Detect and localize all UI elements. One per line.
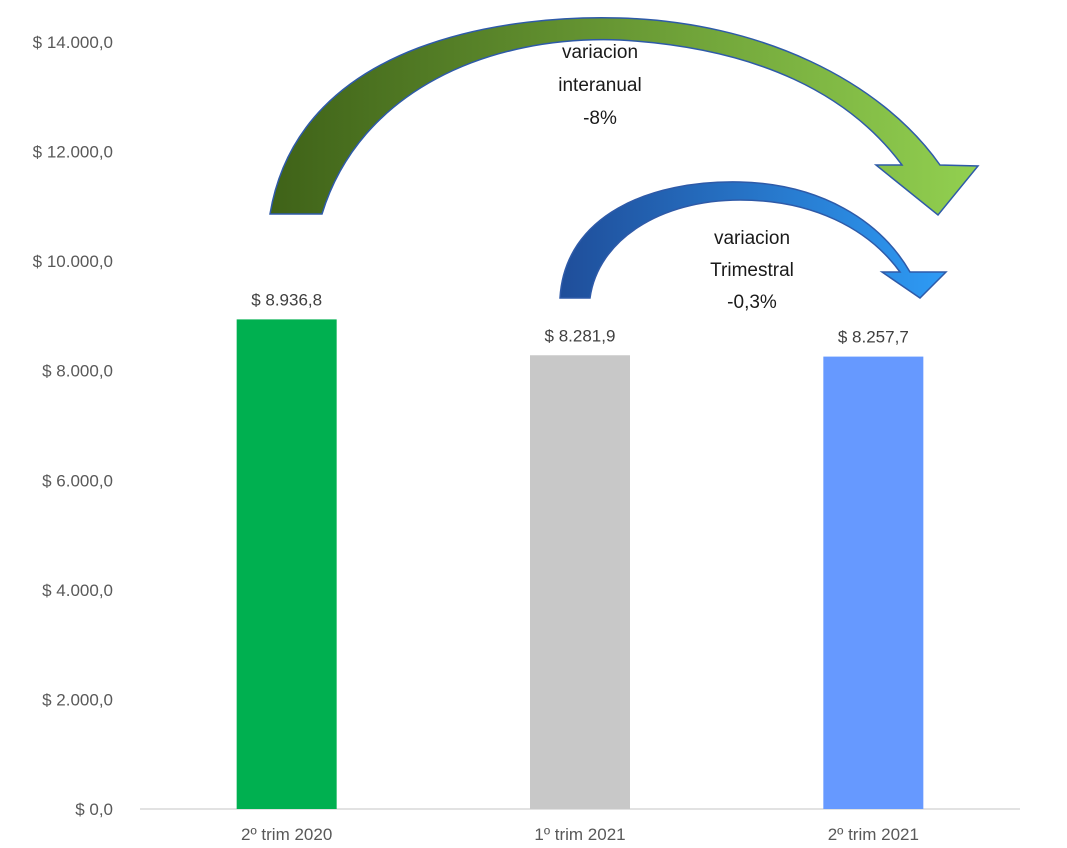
x-category-label: 1º trim 2021 [534, 825, 625, 844]
bars: $ 8.936,8 $ 8.281,9 $ 8.257,7 [236, 290, 924, 809]
bar-data-label: $ 8.257,7 [838, 328, 909, 347]
y-tick-label: $ 10.000,0 [33, 252, 113, 271]
bar [823, 356, 924, 809]
x-category-label: 2º trim 2021 [828, 825, 919, 844]
bar-data-label: $ 8.281,9 [545, 326, 616, 345]
y-tick-label: $ 4.000,0 [42, 581, 113, 600]
trimestral-line-2: Trimestral [710, 260, 794, 281]
y-tick-label: $ 0,0 [75, 800, 113, 819]
y-axis: $ 0,0 $ 2.000,0 $ 4.000,0 $ 6.000,0 $ 8.000,… [33, 33, 113, 819]
arrow-trimestral-shape [559, 181, 948, 299]
y-tick-label: $ 2.000,0 [42, 690, 113, 709]
y-tick-label: $ 12.000,0 [33, 143, 113, 162]
x-axis: 2º trim 2020 1º trim 2021 2º trim 2021 [241, 825, 919, 844]
bar [530, 355, 630, 809]
bar-data-label: $ 8.936,8 [251, 290, 322, 309]
arrow-interanual-shape [269, 17, 980, 217]
trimestral-line-1: variacion [714, 228, 790, 249]
y-tick-label: $ 8.000,0 [42, 362, 113, 381]
y-tick-label: $ 6.000,0 [42, 471, 113, 490]
arrow-interanual: variacion interanual -8% [269, 17, 980, 217]
interanual-line-2: interanual [558, 75, 641, 96]
arrow-trimestral: variacion Trimestral -0,3% [559, 181, 948, 313]
bar [236, 319, 337, 809]
interanual-line-1: variacion [562, 42, 638, 63]
x-category-label: 2º trim 2020 [241, 825, 332, 844]
trimestral-line-3: -0,3% [727, 292, 777, 313]
y-tick-label: $ 14.000,0 [33, 33, 113, 52]
interanual-line-3: -8% [583, 108, 617, 129]
